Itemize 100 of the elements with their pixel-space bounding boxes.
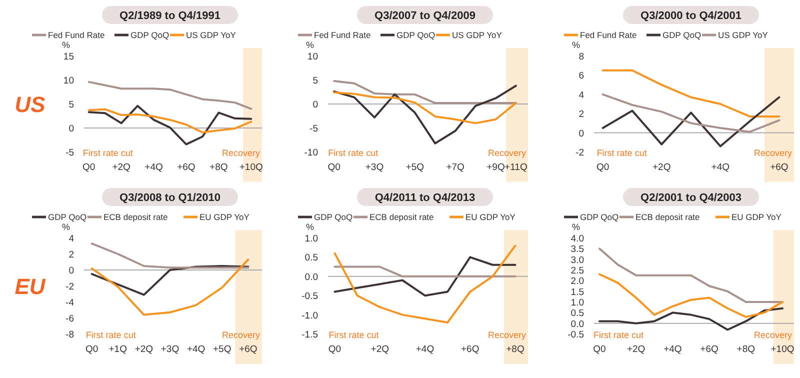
x-tick-label: +11Q (504, 162, 528, 173)
legend-label: US GDP YoY (718, 30, 768, 40)
legend-label: Fed Fund Rate (314, 30, 371, 40)
x-tick-label: +8Q (506, 344, 524, 355)
band-label: Recovery (754, 148, 792, 158)
y-tick-label: -0.5 (302, 291, 318, 302)
y-tick-label: -6 (66, 314, 74, 324)
y-tick-label: 8 (578, 52, 584, 62)
x-tick-label: +2Q (112, 162, 130, 173)
y-tick-label: 5 (68, 100, 74, 110)
y-tick-label: -0.5 (568, 330, 584, 340)
x-tick-label: +6Q (239, 344, 258, 355)
x-tick-label: Q0 (593, 344, 606, 355)
y-tick-label: 2.0 (570, 276, 584, 288)
text: EU (14, 274, 46, 299)
x-tick-label: +4Q (144, 162, 163, 173)
y-tick-label: -8 (66, 330, 74, 340)
y-tick-label: 0.5 (304, 252, 318, 264)
x-tick-label: +10Q (770, 344, 794, 355)
y-tick-label: 4 (578, 90, 584, 101)
y-tick-label: -2 (66, 282, 74, 292)
legend-label: ECB deposit rate (104, 212, 168, 222)
x-tick-label: +4Q (186, 344, 206, 355)
x-tick-label: +6Q (700, 344, 718, 355)
x-tick-label: +6Q (770, 162, 788, 173)
annotation: First rate cut (328, 148, 379, 158)
y-tick-label: 0.5 (570, 308, 584, 320)
y-tick-label: 4 (68, 234, 74, 244)
y-tick-label: 3.5 (570, 244, 584, 256)
annotation: First rate cut (82, 148, 134, 158)
y-tick-label: -1.5 (302, 330, 318, 340)
chart-title: Q2/1989 to Q4/1991 (120, 10, 220, 22)
y-tick-label: 1.5 (570, 286, 584, 298)
y-axis-title: % (306, 40, 314, 50)
y-tick-label: -2 (576, 148, 584, 158)
legend-label: GDP QoQ (396, 30, 436, 40)
x-tick-label: Q0 (85, 344, 98, 355)
x-tick-label: +1Q (108, 344, 127, 355)
y-tick-label: 1.0 (570, 298, 584, 308)
band-label: Recovery (222, 330, 260, 340)
x-tick-label: +5Q (406, 162, 424, 173)
y-axis-title: % (62, 40, 70, 50)
chart-title: Q2/2001 to Q4/2003 (640, 192, 742, 204)
chart-title: Q4/2011 to Q4/2013 (374, 192, 476, 204)
x-tick-label: +6Q (461, 344, 480, 355)
y-tick-label: -10 (304, 148, 318, 158)
x-tick-label: +2Q (370, 344, 389, 355)
legend-label: US GDP YoY (452, 30, 502, 40)
x-tick-label: +10Q (239, 162, 263, 173)
legend-label: US GDP YoY (186, 30, 236, 40)
annotation: First rate cut (593, 330, 644, 340)
y-tick-label: 5 (312, 76, 318, 86)
chart-title: Q3/2000 to Q4/2001 (640, 10, 742, 22)
y-tick-label: 0.0 (304, 272, 318, 283)
y-tick-label: 10 (63, 76, 74, 86)
y-tick-label: 6 (578, 70, 584, 82)
x-tick-label: +2Q (652, 162, 671, 173)
x-tick-label: Q0 (82, 162, 96, 173)
annotation: First rate cut (596, 148, 648, 158)
text: US (14, 92, 46, 117)
y-axis-title: % (306, 222, 314, 232)
y-tick-label: 0 (312, 100, 318, 110)
y-tick-label: 4.0 (570, 234, 584, 244)
x-tick-label: +8Q (210, 162, 228, 173)
y-tick-label: 0 (68, 266, 74, 276)
chart-title: Q3/2008 to Q1/2010 (120, 192, 220, 204)
band-label: Recovery (488, 148, 526, 158)
legend-label: EU GDP YoY (200, 212, 250, 222)
x-tick-label: +4Q (711, 162, 730, 173)
legend-label: GDP QoQ (48, 212, 87, 222)
y-tick-label: 2 (578, 109, 584, 120)
y-tick-label: 0 (578, 128, 584, 140)
band-label: Recovery (754, 330, 792, 340)
y-tick-label: 2 (68, 250, 74, 260)
x-tick-label: Q0 (328, 344, 342, 355)
x-tick-label: +8Q (736, 344, 756, 355)
legend-label: ECB deposit rate (370, 212, 434, 222)
x-tick-label: +7Q (446, 162, 464, 173)
legend-label: GDP QoQ (130, 30, 170, 40)
x-tick-label: Q0 (328, 162, 340, 173)
legend-label: GDP QoQ (580, 212, 619, 222)
x-tick-label: +9Q (486, 162, 505, 173)
legend-label: ECB deposit rate (636, 212, 700, 222)
x-tick-label: +4Q (664, 344, 682, 355)
band-label: Recovery (222, 148, 260, 158)
x-tick-label: +3Q (160, 344, 180, 355)
x-tick-label: +3Q (365, 162, 384, 173)
y-tick-label: -5 (310, 124, 318, 134)
x-tick-label: +2Q (626, 344, 646, 355)
x-tick-label: Q0 (596, 162, 610, 173)
chart-title: Q3/2007 to Q4/2009 (374, 10, 476, 22)
y-axis-title: % (572, 222, 580, 232)
y-axis-title: % (572, 40, 580, 50)
legend-label: Fed Fund Rate (48, 30, 105, 40)
y-tick-label: 10 (307, 52, 318, 62)
y-tick-label: 2.5 (570, 266, 584, 276)
y-tick-label: 3.0 (570, 254, 584, 266)
legend-label: GDP QoQ (314, 212, 353, 222)
legend-label: EU GDP YoY (732, 212, 782, 222)
legend-label: GDP QoQ (662, 30, 702, 40)
